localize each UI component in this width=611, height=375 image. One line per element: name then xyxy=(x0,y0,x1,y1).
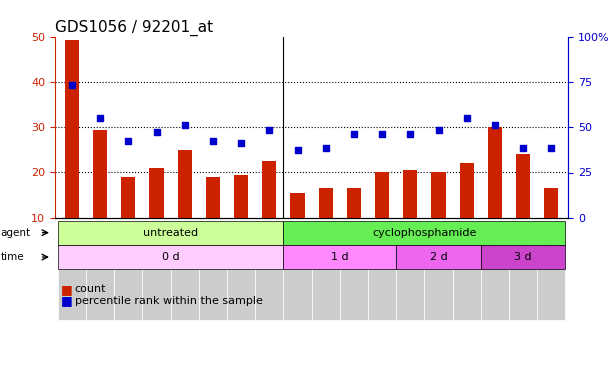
Bar xyxy=(262,161,276,262)
Text: time: time xyxy=(1,252,24,262)
Point xyxy=(95,116,105,122)
Bar xyxy=(347,188,361,262)
Point xyxy=(377,131,387,137)
Bar xyxy=(150,168,164,262)
Bar xyxy=(121,177,136,262)
Bar xyxy=(319,188,333,262)
Text: percentile rank within the sample: percentile rank within the sample xyxy=(75,296,262,306)
Point xyxy=(406,131,415,137)
Bar xyxy=(234,175,248,262)
Bar xyxy=(93,130,107,262)
Point xyxy=(434,127,444,133)
Point xyxy=(208,138,218,144)
Text: count: count xyxy=(75,285,106,294)
Bar xyxy=(290,193,304,262)
Text: ■: ■ xyxy=(61,283,73,296)
Point xyxy=(462,116,472,122)
Bar xyxy=(544,188,558,262)
Bar xyxy=(178,150,192,262)
Point xyxy=(265,127,274,133)
Point xyxy=(490,122,500,128)
Point xyxy=(321,145,331,151)
Point xyxy=(293,147,302,153)
Bar xyxy=(431,172,445,262)
Bar xyxy=(459,164,474,262)
Bar xyxy=(403,170,417,262)
Text: ■: ■ xyxy=(61,294,73,307)
Point xyxy=(236,140,246,146)
Bar xyxy=(516,154,530,262)
Text: 1 d: 1 d xyxy=(331,252,349,262)
Text: 0 d: 0 d xyxy=(162,252,180,262)
Point xyxy=(180,122,189,128)
Bar xyxy=(65,40,79,262)
Text: untreated: untreated xyxy=(143,228,198,238)
Bar xyxy=(375,172,389,262)
Point xyxy=(152,129,161,135)
Text: GDS1056 / 92201_at: GDS1056 / 92201_at xyxy=(55,20,213,36)
Text: agent: agent xyxy=(1,228,31,238)
Bar xyxy=(206,177,220,262)
Point xyxy=(349,131,359,137)
Bar xyxy=(488,128,502,262)
Text: cyclophosphamide: cyclophosphamide xyxy=(372,228,477,238)
Text: 2 d: 2 d xyxy=(430,252,447,262)
Point xyxy=(123,138,133,144)
Point xyxy=(67,82,77,88)
Text: 3 d: 3 d xyxy=(514,252,532,262)
Point xyxy=(546,145,556,151)
Point xyxy=(518,145,528,151)
